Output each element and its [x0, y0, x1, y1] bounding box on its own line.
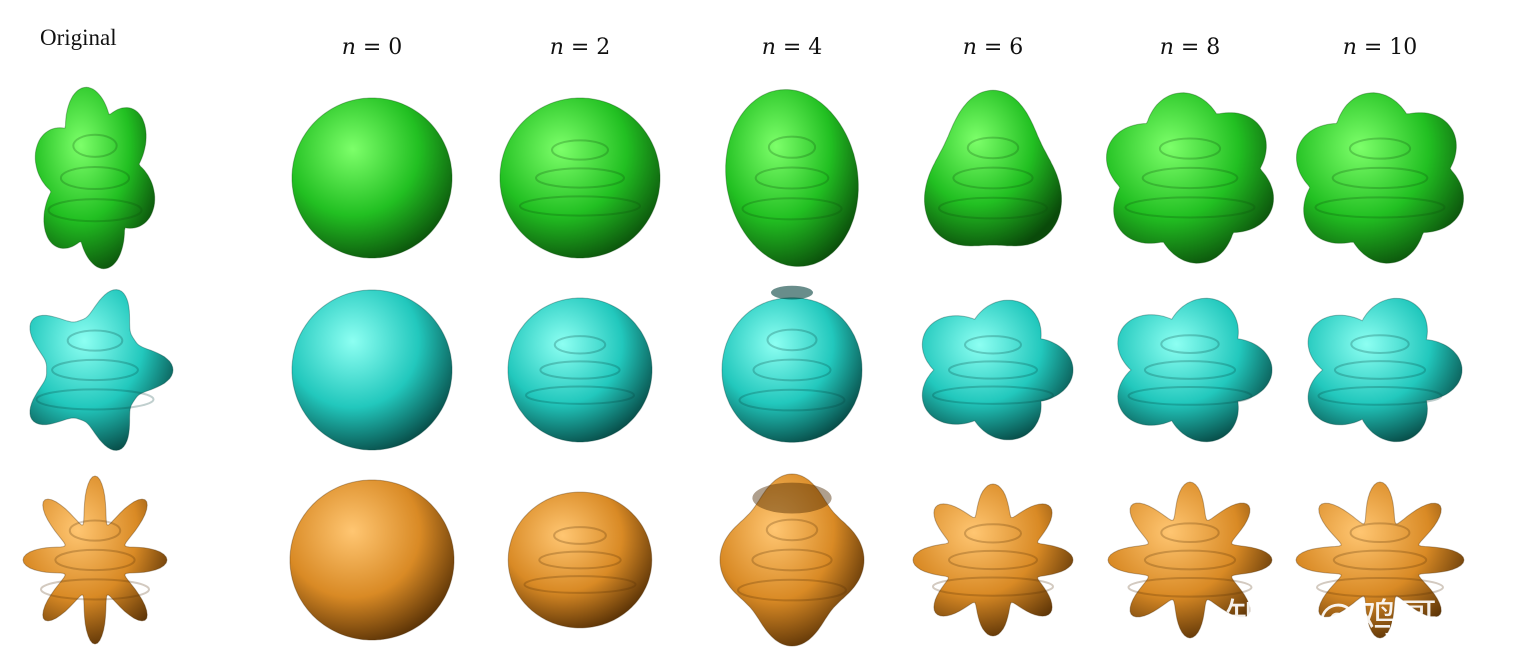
shape-r0-c3: [725, 89, 859, 267]
column-label-0: n = 0: [342, 35, 403, 60]
shape-r0-c2: [499, 97, 661, 259]
shape-r2-c2: [507, 491, 653, 629]
shape-r2-c5: [1107, 481, 1273, 639]
column-label-2: n = 4: [762, 35, 823, 60]
column-label-1: n = 2: [550, 35, 611, 60]
column-label-4: n = 8: [1160, 35, 1221, 60]
shape-r2-c0: [22, 475, 168, 645]
shape-r0-c5: [1105, 92, 1275, 264]
shape-r0-c6: [1295, 92, 1465, 264]
shape-r1-c1: [291, 289, 453, 451]
shape-r2-c4: [912, 483, 1074, 637]
shape-r1-c3: [721, 285, 863, 443]
shape-r0-c0: [34, 86, 156, 270]
shape-r0-c1: [291, 97, 453, 259]
shape-r1-c4: [921, 299, 1074, 441]
original-column-label: Original: [40, 25, 117, 50]
column-labels: n = 0 n = 2 n = 4 n = 6 n = 8 n = 10: [342, 35, 1418, 60]
shape-grid: [22, 86, 1465, 647]
shape-r1-c6: [1307, 297, 1463, 443]
shape-r2-c1: [289, 479, 455, 641]
shape-r2-c6: [1295, 481, 1465, 639]
column-label-3: n = 6: [963, 35, 1024, 60]
shape-r0-c4: [924, 89, 1062, 247]
column-label-5: n = 10: [1343, 35, 1418, 60]
shape-r1-c2: [507, 297, 653, 443]
shape-r1-c5: [1117, 297, 1273, 443]
shape-r2-c3: [719, 473, 865, 647]
shape-r1-c0: [29, 289, 174, 451]
watermark: 知乎 @鸡哥: [1225, 596, 1438, 642]
